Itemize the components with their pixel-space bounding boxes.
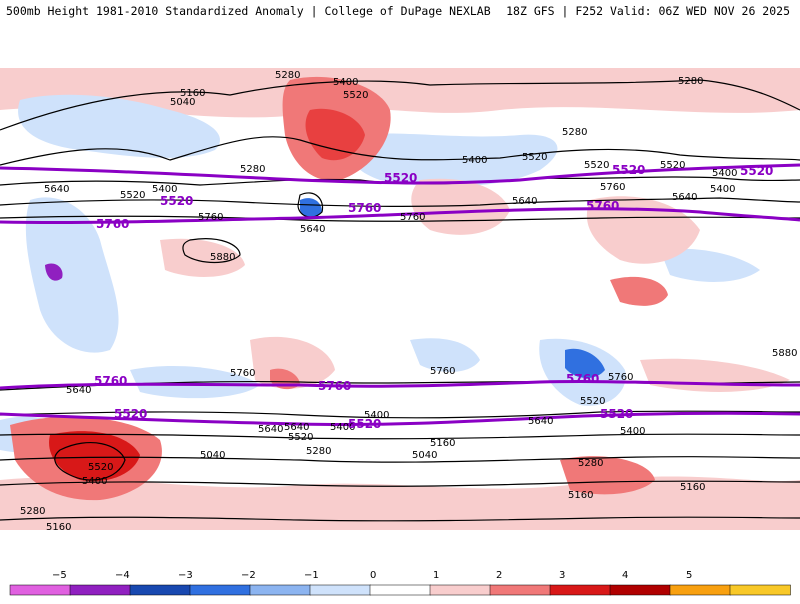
reference-label: 5760: [586, 199, 619, 213]
colorbar-tick: 1: [433, 570, 439, 581]
colorbar-tick: 2: [496, 570, 502, 581]
contour-label: 5520: [660, 160, 685, 171]
contour-label: 5640: [672, 192, 697, 203]
colorbar-swatch: [369, 584, 431, 596]
reference-contour-labels: 5520 5760 5520 5760 5520 5760 5760 5520 …: [94, 163, 773, 431]
colorbar-swatches: [9, 584, 791, 596]
contour-label: 5640: [66, 385, 91, 396]
colorbar-swatch: [609, 584, 671, 596]
contour-label: 5400: [712, 168, 737, 179]
contour-label: 5640: [44, 184, 69, 195]
colorbar-tick: −4: [115, 570, 130, 581]
colorbar-tick: −5: [52, 570, 67, 581]
colorbar-swatch: [429, 584, 491, 596]
contour-label: 5520: [522, 152, 547, 163]
reference-label: 5760: [348, 201, 381, 215]
contour-label: 5280: [20, 506, 45, 517]
colorbar-swatch: [669, 584, 731, 596]
reference-label: 5520: [612, 163, 645, 177]
colorbar-tick: −1: [304, 570, 319, 581]
colorbar-swatch: [549, 584, 611, 596]
colorbar-swatch: [489, 584, 551, 596]
contour-label: 5520: [343, 90, 368, 101]
reference-label: 5520: [160, 194, 193, 208]
reference-label: 5520: [740, 164, 773, 178]
colorbar-swatch: [309, 584, 371, 596]
contour-label: 5040: [200, 450, 225, 461]
colorbar-swatch: [189, 584, 251, 596]
map-title: 500mb Height 1981-2010 Standardized Anom…: [6, 4, 491, 18]
contour-label: 5880: [772, 348, 797, 359]
reference-contours: [0, 163, 800, 427]
contour-label: 5040: [412, 450, 437, 461]
map-panel: 5280 5400 5520 5160 5040 5280 5640 5520 …: [0, 40, 800, 559]
contour-label: 5280: [306, 446, 331, 457]
reference-label: 5520: [384, 171, 417, 185]
contour-label: 5040: [170, 97, 195, 108]
colorbar-swatch: [9, 584, 71, 596]
contour-label: 5400: [330, 422, 355, 433]
colorbar-swatch: [729, 584, 791, 596]
anomaly-map: 5280 5400 5520 5160 5040 5280 5640 5520 …: [0, 40, 800, 559]
colorbar-swatch: [69, 584, 131, 596]
reference-label: 5520: [114, 407, 147, 421]
contour-label: 5520: [580, 396, 605, 407]
contour-label: 5520: [584, 160, 609, 171]
contour-label: 5160: [680, 482, 705, 493]
contour-label: 5760: [608, 372, 633, 383]
reference-label: 5760: [318, 379, 351, 393]
contour-label: 5760: [600, 182, 625, 193]
reference-label: 5520: [600, 407, 633, 421]
colorbar-tick: 0: [370, 570, 376, 581]
contour-label: 5400: [462, 155, 487, 166]
contour-label: 5640: [512, 196, 537, 207]
contour-label: 5520: [288, 432, 313, 443]
colorbar-tick: 4: [622, 570, 628, 581]
colorbar-tick: 5: [686, 570, 692, 581]
contour-label: 5640: [528, 416, 553, 427]
reference-label: 5760: [566, 372, 599, 386]
contour-label: 5760: [430, 366, 455, 377]
contour-label: 5160: [568, 490, 593, 501]
contour-label: 5760: [198, 212, 223, 223]
contour-label: 5160: [46, 522, 71, 533]
reference-label: 5760: [94, 374, 127, 388]
contour-label: 5880: [210, 252, 235, 263]
contour-label: 5280: [240, 164, 265, 175]
colorbar-tick: −2: [241, 570, 256, 581]
colorbar-tick: 3: [559, 570, 565, 581]
contour-label: 5400: [82, 476, 107, 487]
colorbar-swatch: [129, 584, 191, 596]
contour-label: 5520: [88, 462, 113, 473]
contour-label: 5280: [275, 70, 300, 81]
contour-label: 5640: [300, 224, 325, 235]
anomaly-shading: [0, 68, 800, 530]
contour-label: 5280: [562, 127, 587, 138]
contour-label: 5640: [284, 422, 309, 433]
anomaly-colorbar: −5 −4 −3 −2 −1 0 1 2 3 4 5: [0, 568, 800, 600]
contour-label: 5160: [180, 88, 205, 99]
contour-label: 5400: [710, 184, 735, 195]
model-run-info: 18Z GFS | F252 Valid: 06Z WED NOV 26 202…: [506, 4, 790, 18]
contour-label: 5640: [258, 424, 283, 435]
reference-label: 5520: [348, 417, 381, 431]
colorbar-swatch: [249, 584, 311, 596]
contour-label: 5400: [333, 77, 358, 88]
contour-label: 5400: [620, 426, 645, 437]
contour-label: 5280: [578, 458, 603, 469]
contour-label: 5400: [152, 184, 177, 195]
contour-label: 5280: [678, 76, 703, 87]
contour-label: 5160: [430, 438, 455, 449]
colorbar-tick: −3: [178, 570, 193, 581]
contour-label: 5760: [400, 212, 425, 223]
reference-label: 5760: [96, 217, 129, 231]
contour-label: 5520: [120, 190, 145, 201]
contour-labels: 5280 5400 5520 5160 5040 5280 5640 5520 …: [20, 70, 797, 533]
colorbar-ticks: −5 −4 −3 −2 −1 0 1 2 3 4 5: [52, 570, 692, 581]
contour-label: 5760: [230, 368, 255, 379]
contour-label: 5400: [364, 410, 389, 421]
